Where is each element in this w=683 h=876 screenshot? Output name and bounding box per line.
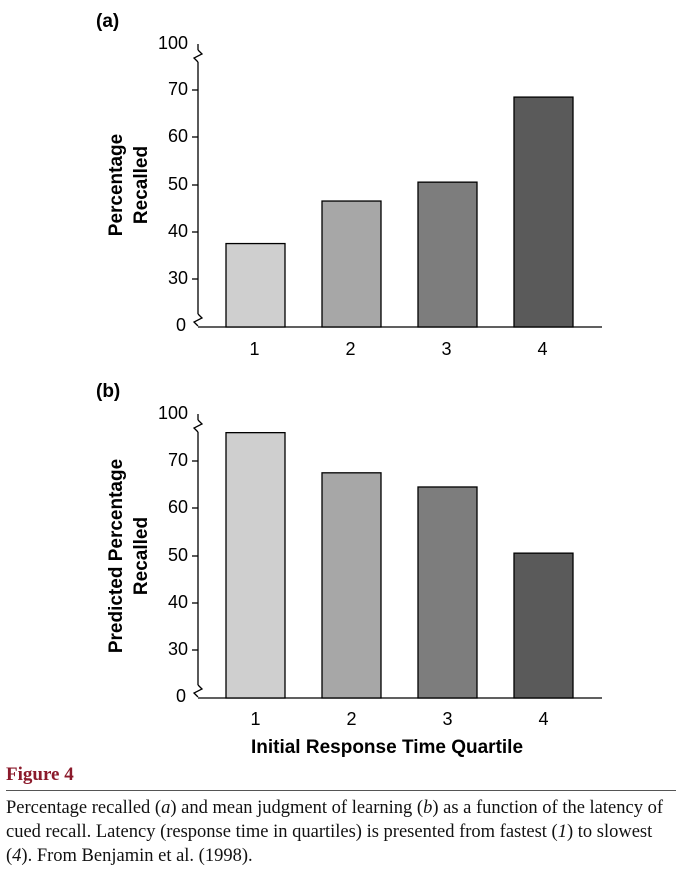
bar-quartile-1 xyxy=(225,431,286,699)
y-tick-label: 70 xyxy=(168,79,188,99)
bar-quartile-4 xyxy=(513,96,574,328)
x-axis-title: Initial Response Time Quartile xyxy=(251,737,523,758)
y-tick-label: 50 xyxy=(168,545,188,565)
caption-block: Figure 4 Percentage recalled (a) and mea… xyxy=(6,763,676,868)
y-tick-label: 50 xyxy=(168,174,188,194)
y-axis-title: Predicted Percentage xyxy=(106,459,127,653)
y-tick-label: 30 xyxy=(168,268,188,288)
y-tick-label: 100 xyxy=(158,403,188,423)
x-tick-label: 4 xyxy=(537,339,547,359)
x-tick-label: 3 xyxy=(442,709,452,729)
y-tick-label: 30 xyxy=(168,639,188,659)
caption-part: a xyxy=(161,798,171,818)
figure-title: Figure 4 xyxy=(6,763,676,791)
y-axis-break-top xyxy=(192,49,204,63)
x-tick-label: 4 xyxy=(538,709,548,729)
caption-part: Percentage recalled ( xyxy=(6,798,162,818)
bar-quartile-3 xyxy=(417,486,478,699)
x-tick-label: 2 xyxy=(346,709,356,729)
y-tick-label: 60 xyxy=(168,126,188,146)
panel-label: (a) xyxy=(96,11,119,32)
bar-quartile-2 xyxy=(321,200,382,328)
caption-part: ) to slowest ( xyxy=(6,822,653,866)
y-tick-label: 60 xyxy=(168,497,188,517)
x-tick-label: 1 xyxy=(249,339,259,359)
y-axis-title: Percentage xyxy=(106,134,127,236)
x-tick-label: 1 xyxy=(250,709,260,729)
y-tick-label: 0 xyxy=(176,315,186,335)
caption-part: 1 xyxy=(557,822,567,842)
panel-label: (b) xyxy=(96,381,120,402)
bar-quartile-4 xyxy=(513,552,574,699)
x-tick-label: 3 xyxy=(441,339,451,359)
figure-caption: Percentage recalled (a) and mean judgmen… xyxy=(6,796,676,868)
caption-part: ) and mean judgment of learning ( xyxy=(170,798,424,818)
y-tick-label: 0 xyxy=(176,686,186,706)
chart-panel-b: (b) 0 30 40 50 60 70 100 Predicted Percentage Rec… xyxy=(96,381,602,758)
caption-part: b xyxy=(423,798,433,818)
caption-part: 4 xyxy=(12,846,22,866)
y-axis-break-top xyxy=(192,419,204,433)
caption-part: ). From Benjamin et al. (1998). xyxy=(21,846,253,866)
caption-part: ) as a function of the latency of cued r… xyxy=(6,798,663,842)
y-tick-label: 40 xyxy=(168,592,188,612)
y-tick-label: 70 xyxy=(168,450,188,470)
y-axis-break-bottom xyxy=(192,684,204,698)
bar-quartile-1 xyxy=(225,242,286,328)
y-tick-label: 40 xyxy=(168,221,188,241)
x-tick-label: 2 xyxy=(345,339,355,359)
y-axis-break-bottom xyxy=(192,313,204,327)
y-axis-title: Recalled xyxy=(131,517,152,595)
bar-quartile-3 xyxy=(417,181,478,328)
y-tick-label: 100 xyxy=(158,33,188,53)
chart-panel-a: (a) 0 30 40 50 60 70 100 Percentage Recalled 1 2 3 4 xyxy=(96,11,602,359)
bar-quartile-2 xyxy=(321,472,382,699)
y-axis-title: Recalled xyxy=(131,146,152,224)
